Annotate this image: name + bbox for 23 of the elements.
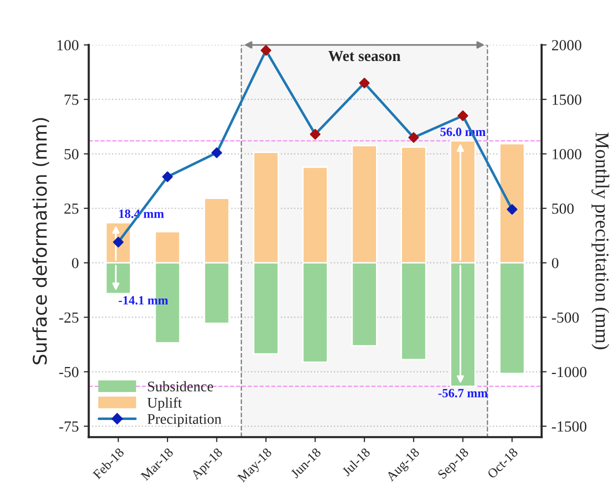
y-axis-title: Surface deformation (mm) [32, 118, 50, 364]
y2-tick-label: 1000 [552, 149, 582, 160]
legend-label: Precipitation [147, 414, 222, 427]
legend-label: Subsidence [148, 381, 213, 392]
y2-tick-label: 0 [552, 258, 558, 268]
y-tick-label: 0 [72, 258, 78, 268]
y2-tick-label: 500 [552, 203, 574, 214]
y-tick-label: -75 [59, 422, 78, 432]
y2-tick-label: -1000 [552, 366, 586, 378]
y2-tick-label: 2000 [552, 40, 582, 50]
legend-label: Uplift [147, 397, 182, 411]
y2-tick-label: 1500 [552, 94, 582, 105]
y-tick-label: 50 [64, 149, 78, 160]
y2-tick-label: -500 [552, 312, 579, 323]
y-tick-label: -50 [59, 366, 78, 378]
band-label: Wet season [328, 50, 400, 62]
annotation: -56.7 mm [438, 388, 488, 398]
y-tick-label: -25 [59, 312, 78, 323]
y2-tick-label: -1500 [552, 421, 586, 432]
y2-axis-title: Monthly precipitation (mm) [592, 132, 610, 350]
y-tick-label: 25 [64, 204, 78, 214]
y-tick-label: 100 [57, 40, 78, 50]
y-tick-label: 75 [64, 94, 78, 105]
